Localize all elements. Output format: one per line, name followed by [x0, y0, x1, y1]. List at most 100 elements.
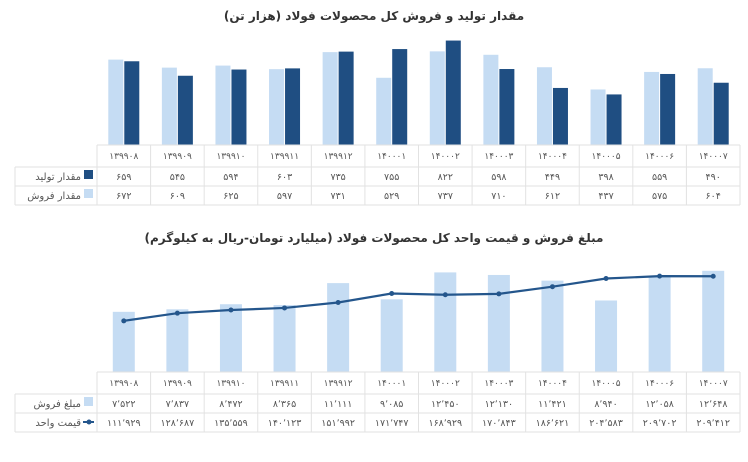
bar-sales-amount: [273, 305, 296, 372]
data-table-value: ۷۳۵: [330, 172, 345, 183]
data-table-value: ۱۸۶٬۶۲۱: [536, 418, 570, 429]
bar-production: [177, 75, 193, 145]
data-table-value: ۲۰۴٬۵۸۳: [589, 418, 623, 429]
data-table-value: ۱۴۰٬۱۲۳: [268, 418, 302, 429]
data-table-value: ۱۲٬۱۳۰: [485, 399, 514, 410]
data-table-value: ۵۹۴: [223, 172, 238, 183]
category-label: ۱۴۰۰۰۷: [699, 152, 728, 162]
data-table-value: ۱۵۱٬۹۹۲: [321, 418, 355, 429]
bar-sales-amount: [487, 274, 510, 372]
category-label: ۱۴۰۰۰۴: [538, 152, 567, 162]
data-table-value: ۷٬۵۲۲: [112, 399, 135, 410]
bar-production: [660, 73, 676, 145]
bar-sales-quantity: [215, 65, 231, 145]
data-table-value: ۱۱۱٬۹۲۹: [107, 418, 141, 429]
data-table-value: ۶۰۹: [170, 191, 185, 202]
legend-label: مبلغ فروش: [33, 399, 81, 410]
data-table-value: ۷٬۸۳۷: [166, 399, 189, 410]
bar-sales-amount: [380, 299, 403, 372]
data-table-value: ۶۷۲: [116, 191, 131, 202]
data-table-value: ۶۲۵: [223, 191, 238, 202]
category-label: ۱۳۹۹۱۰: [216, 152, 245, 162]
category-label: ۱۴۰۰۰۲: [431, 379, 460, 389]
bar-sales-quantity: [590, 89, 606, 145]
data-table-value: ۵۹۷: [277, 191, 292, 202]
category-label: ۱۴۰۰۰۵: [592, 152, 621, 162]
data-table-value: ۷۵۵: [384, 172, 399, 183]
chart-title: مبلغ فروش و قیمت واحد کل محصولات فولاد (…: [145, 231, 604, 246]
unit-price-point: [282, 305, 288, 311]
category-label: ۱۳۹۹۰۸: [109, 379, 138, 389]
bar-production: [499, 69, 515, 145]
category-label: ۱۳۹۹۱۲: [324, 152, 353, 162]
data-table-value: ۱۲٬۰۵۸: [645, 399, 674, 410]
data-table-value: ۶۱۲: [545, 191, 560, 202]
bar-production: [552, 87, 568, 145]
data-table-value: ۷۳۷: [438, 191, 453, 202]
data-table-value: ۳۹۸: [598, 172, 613, 183]
bar-sales-quantity: [108, 59, 124, 145]
legend-label: قیمت واحد: [35, 418, 81, 429]
legend-marker-icon: [86, 419, 92, 425]
bar-sales-quantity: [697, 68, 713, 145]
bar-sales-quantity: [644, 71, 660, 145]
data-table-value: ۱۷۰٬۸۴۳: [482, 418, 516, 429]
category-label: ۱۳۹۹۰۹: [163, 152, 192, 162]
data-table-value: ۸٬۹۴۰: [594, 399, 617, 410]
unit-price-point: [549, 284, 555, 290]
chart-title: مقدار تولید و فروش کل محصولات فولاد (هزا…: [224, 9, 524, 24]
category-label: ۱۴۰۰۰۳: [484, 152, 513, 162]
bar-sales-quantity: [483, 54, 499, 145]
data-table-value: ۴۳۷: [598, 191, 613, 202]
bar-production: [713, 82, 729, 145]
data-table-value: ۷۳۱: [330, 191, 345, 202]
legend-label: مقدار فروش: [27, 191, 81, 202]
category-label: ۱۴۰۰۰۵: [592, 379, 621, 389]
bar-sales-quantity: [429, 51, 445, 145]
unit-price-point: [496, 291, 502, 297]
data-table-value: ۱۳۵٬۵۵۹: [214, 418, 248, 429]
data-table-value: ۵۲۹: [384, 191, 399, 202]
unit-price-point: [121, 318, 127, 324]
legend-label: مقدار تولید: [35, 172, 81, 183]
data-table-value: ۷۱۰: [491, 191, 506, 202]
bar-production: [231, 69, 247, 145]
bar-production: [392, 49, 408, 145]
data-table-value: ۴۴۹: [545, 172, 560, 183]
category-label: ۱۴۰۰۰۷: [699, 379, 728, 389]
bar-production: [338, 51, 354, 145]
legend-swatch-icon: [84, 397, 93, 406]
data-table-value: ۸۲۲: [438, 172, 453, 183]
data-table-value: ۵۵۹: [652, 172, 667, 183]
data-table-value: ۱۶۸٬۹۲۹: [428, 418, 462, 429]
data-table-value: ۲۰۹٬۷۰۲: [643, 418, 677, 429]
data-table-value: ۶۰۴: [706, 191, 721, 202]
category-label: ۱۴۰۰۰۶: [645, 152, 674, 162]
bar-sales-amount: [434, 272, 457, 372]
unit-price-point: [228, 307, 234, 313]
bar-production: [285, 68, 301, 145]
data-table-value: ۶۰۳: [277, 172, 292, 183]
data-table-value: ۸٬۴۷۲: [219, 399, 242, 410]
bar-sales-amount: [219, 304, 242, 372]
data-table-value: ۵۹۸: [491, 172, 506, 183]
bar-sales-quantity: [322, 52, 338, 146]
bar-production: [124, 61, 140, 145]
data-table-value: ۱۷۱٬۷۴۷: [375, 418, 409, 429]
bar-sales-quantity: [376, 77, 392, 145]
bar-sales-amount: [595, 300, 618, 372]
bar-sales-amount: [112, 311, 135, 372]
data-table-value: ۱۱٬۱۱۱: [324, 399, 353, 410]
category-label: ۱۳۹۹۱۰: [216, 379, 245, 389]
bar-sales-amount: [541, 280, 564, 372]
legend-swatch-icon: [84, 170, 93, 179]
category-label: ۱۴۰۰۰۶: [645, 379, 674, 389]
data-table-value: ۴۹۰: [706, 172, 721, 183]
bar-production: [445, 40, 461, 145]
category-label: ۱۴۰۰۰۱: [377, 152, 406, 162]
bar-sales-amount: [702, 270, 725, 372]
unit-price-point: [603, 275, 609, 281]
bar-sales-quantity: [536, 67, 552, 145]
unit-price-point: [174, 310, 180, 316]
